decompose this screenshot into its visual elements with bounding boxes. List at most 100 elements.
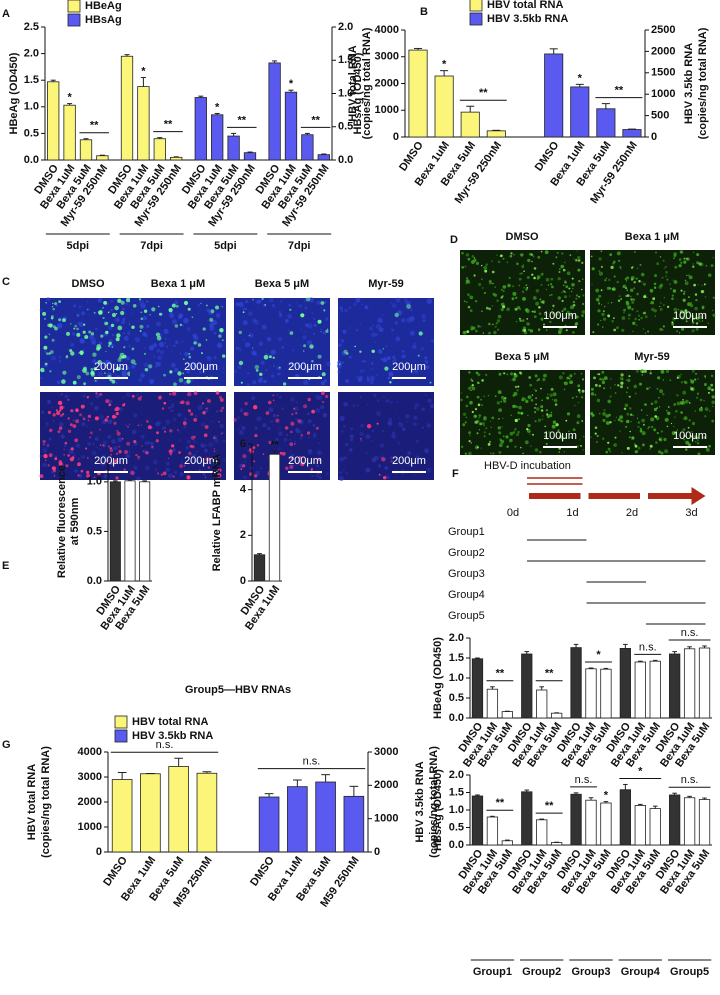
cell (502, 305, 506, 309)
cell (295, 401, 298, 404)
cell (371, 457, 377, 463)
cell (498, 451, 502, 454)
cell (289, 450, 292, 452)
cell (243, 475, 247, 479)
cell (626, 294, 630, 297)
cell (75, 443, 81, 448)
cell (697, 452, 701, 456)
cell (216, 409, 219, 413)
cell (601, 312, 605, 317)
cell (178, 401, 181, 404)
significance: * (215, 101, 220, 113)
cell (545, 409, 549, 412)
cell (45, 352, 49, 355)
chart-title: Group5—HBV RNAs (185, 684, 291, 696)
cell (111, 439, 116, 444)
cell (523, 286, 526, 289)
cell (654, 400, 658, 404)
cell (369, 326, 373, 331)
bar (124, 480, 136, 582)
cell (485, 263, 489, 267)
cell (190, 346, 195, 351)
cell (425, 394, 427, 396)
cell (523, 270, 525, 273)
cell (91, 340, 97, 345)
cell (676, 376, 679, 379)
cell (102, 444, 105, 447)
cell (653, 286, 657, 289)
cell (471, 255, 475, 258)
cell (169, 314, 175, 319)
cell (641, 371, 644, 373)
cell (518, 277, 522, 281)
panel-label: A (2, 8, 10, 20)
cell (513, 253, 515, 256)
cell (526, 322, 530, 326)
cell (640, 409, 643, 411)
cell (311, 360, 314, 363)
cell (158, 395, 162, 400)
cell (690, 302, 693, 304)
cell (601, 380, 606, 385)
cell (133, 465, 138, 470)
cell (289, 442, 294, 447)
cell (304, 330, 307, 333)
cell (70, 351, 75, 356)
error-bar (272, 60, 278, 63)
cell (552, 420, 557, 424)
cell (607, 441, 610, 444)
cell (307, 419, 312, 424)
cell (664, 449, 669, 454)
cell (545, 329, 548, 331)
cell (590, 436, 592, 438)
cell (49, 350, 54, 354)
cell (569, 374, 573, 378)
cell (144, 441, 148, 445)
cell (43, 345, 48, 350)
significance: ** (545, 800, 554, 812)
cell (360, 438, 362, 440)
image-background (234, 392, 330, 480)
cell (647, 425, 651, 429)
cell (695, 327, 699, 331)
cell (426, 467, 432, 473)
cell (681, 400, 686, 405)
cell (204, 408, 209, 413)
cell (218, 334, 222, 338)
bar (698, 647, 711, 719)
cell (82, 330, 86, 334)
bar (47, 81, 60, 161)
cell (613, 328, 617, 332)
cell (577, 256, 581, 260)
cell (281, 451, 286, 456)
cell (655, 251, 657, 254)
cell (137, 455, 141, 459)
cell (339, 306, 344, 311)
cell (509, 431, 514, 436)
cell (196, 341, 199, 345)
error-bar (127, 479, 133, 481)
cell (93, 311, 96, 314)
y-tick-label: 0.0 (24, 154, 39, 166)
cell (177, 413, 181, 417)
cell (86, 425, 88, 428)
bar (301, 134, 314, 161)
cell (82, 394, 86, 398)
cell (254, 364, 259, 370)
cell (462, 330, 467, 335)
cell (262, 423, 267, 428)
cell (476, 395, 480, 399)
cell (650, 307, 655, 312)
cell (471, 379, 474, 382)
cell (181, 458, 183, 461)
cell (356, 404, 359, 407)
cell (170, 362, 176, 368)
cell (165, 345, 169, 348)
error-bar (652, 805, 658, 809)
group-label: 5dpi (214, 240, 237, 252)
cell (111, 379, 116, 384)
significance: ** (164, 119, 173, 131)
cell (188, 451, 192, 456)
cell (115, 313, 118, 315)
